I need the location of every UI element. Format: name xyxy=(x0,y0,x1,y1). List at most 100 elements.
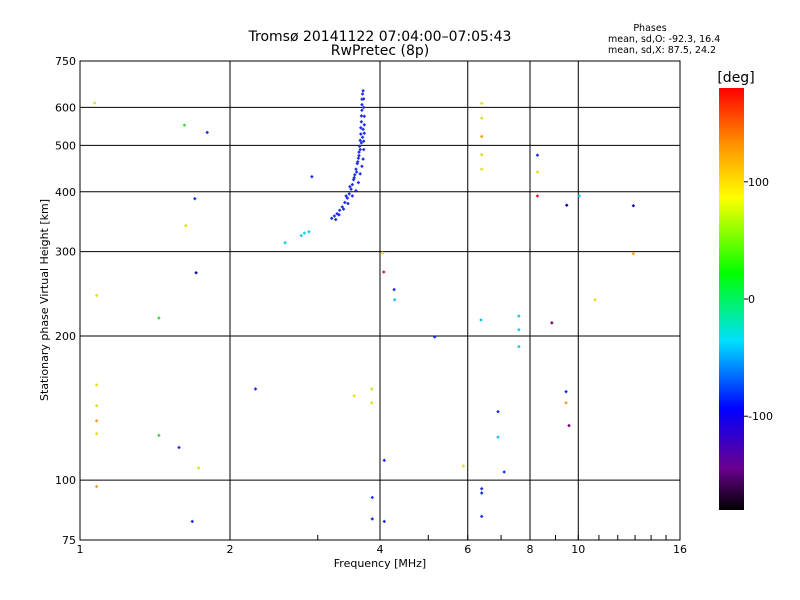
data-point xyxy=(535,194,540,198)
data-point xyxy=(94,383,99,387)
y-tick-label: 300 xyxy=(55,246,76,259)
data-point xyxy=(183,223,188,228)
trace-point xyxy=(340,205,345,209)
data-point xyxy=(370,517,375,521)
data-point xyxy=(370,495,375,500)
data-point xyxy=(182,123,187,127)
trace-point xyxy=(350,194,355,198)
data-point xyxy=(496,435,500,439)
data-point xyxy=(307,229,311,234)
data-point xyxy=(564,203,569,207)
data-point xyxy=(94,484,99,489)
colorbar-gradient xyxy=(719,88,744,510)
data-point xyxy=(299,233,304,238)
trace-point xyxy=(360,108,364,113)
data-point xyxy=(369,401,374,405)
trace-point xyxy=(362,122,367,127)
colorbar-ticks: 100 0 -100 xyxy=(744,176,773,423)
colorbar-tick-label: 0 xyxy=(748,293,755,306)
data-point xyxy=(94,293,99,298)
data-point xyxy=(461,464,466,468)
data-point xyxy=(550,321,554,325)
trace-point xyxy=(337,208,342,213)
data-point xyxy=(194,270,198,275)
data-point xyxy=(517,314,521,318)
trace-point xyxy=(337,213,341,217)
axis-ticks: 1 2 4 6 8 10 16 75 100 200 300 400 500 600 750 xyxy=(55,55,687,556)
trace-point xyxy=(348,184,352,189)
y-tick-label: 75 xyxy=(62,534,76,547)
chart-subtitle: RwPretec (8p) xyxy=(331,43,429,59)
trace-point xyxy=(335,211,339,216)
data-point xyxy=(302,231,307,235)
data-point xyxy=(157,433,161,438)
data-point xyxy=(382,458,387,463)
data-point xyxy=(92,101,97,105)
data-point xyxy=(479,491,484,495)
y-tick-label: 500 xyxy=(55,139,76,152)
trace-point xyxy=(355,161,359,166)
trace-point xyxy=(360,164,364,169)
trace-point xyxy=(358,132,363,136)
data-point xyxy=(205,130,209,135)
trace-point xyxy=(344,194,348,198)
trace-point xyxy=(358,147,362,152)
trace-point xyxy=(357,150,361,154)
trace-point xyxy=(329,216,334,221)
data-point xyxy=(479,167,484,171)
data-point xyxy=(157,316,161,320)
data-point xyxy=(479,318,483,322)
trace-point xyxy=(350,182,355,187)
data-point xyxy=(496,409,500,414)
trace-point xyxy=(358,172,362,176)
data-point xyxy=(479,134,484,139)
x-tick-label: 4 xyxy=(377,543,384,556)
data-point xyxy=(253,387,258,391)
colorbar-tick-label: 100 xyxy=(748,176,769,189)
data-point xyxy=(94,431,99,436)
x-tick-label: 6 xyxy=(464,543,471,556)
trace-point xyxy=(349,187,353,191)
data-point xyxy=(631,203,636,208)
trace-point xyxy=(358,138,362,143)
trace-point xyxy=(354,170,359,174)
trace-point xyxy=(359,114,364,118)
data-point xyxy=(193,196,197,201)
trace-point xyxy=(361,127,365,132)
data-point xyxy=(381,270,386,274)
data-point xyxy=(535,170,540,174)
data-point xyxy=(380,251,385,255)
stats-heading: Phases xyxy=(633,23,666,34)
trace-point xyxy=(343,200,347,205)
trace-point xyxy=(347,192,352,196)
data-point xyxy=(196,466,201,470)
data-point xyxy=(517,344,521,349)
data-point xyxy=(94,419,99,423)
data-point xyxy=(310,174,314,179)
trace-point xyxy=(352,172,357,177)
x-tick-label: 10 xyxy=(571,543,585,556)
data-point xyxy=(564,389,568,394)
trace-point xyxy=(361,147,366,152)
data-point xyxy=(392,297,397,302)
x-tick-label: 2 xyxy=(227,543,234,556)
x-tick-label: 16 xyxy=(673,543,687,556)
data-point xyxy=(177,445,181,450)
data-point xyxy=(352,394,356,398)
y-tick-label: 100 xyxy=(55,474,76,487)
x-tick-label: 8 xyxy=(527,543,534,556)
grid-lines xyxy=(79,60,681,541)
trace-point xyxy=(345,196,350,200)
data-point xyxy=(392,287,396,292)
data-points xyxy=(92,88,636,524)
stats-line-o: mean, sd,O: -92.3, 16.4 xyxy=(608,34,720,45)
trace-point xyxy=(332,214,337,218)
data-point xyxy=(577,194,582,198)
trace-point xyxy=(357,153,361,158)
data-point xyxy=(369,387,374,391)
y-axis-label: Stationary phase Virtual Height [km] xyxy=(38,199,51,401)
data-point xyxy=(479,152,484,157)
data-point xyxy=(94,403,99,408)
trace-point xyxy=(333,217,338,222)
trace-point xyxy=(355,159,360,164)
